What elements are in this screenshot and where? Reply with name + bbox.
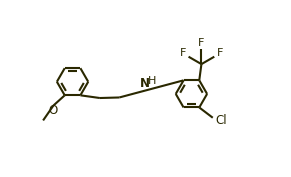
Text: F: F bbox=[198, 38, 205, 48]
Text: N: N bbox=[139, 77, 149, 90]
Text: H: H bbox=[148, 76, 156, 86]
Text: Cl: Cl bbox=[215, 115, 227, 127]
Text: F: F bbox=[180, 48, 186, 58]
Text: F: F bbox=[217, 48, 223, 58]
Text: O: O bbox=[49, 104, 58, 117]
